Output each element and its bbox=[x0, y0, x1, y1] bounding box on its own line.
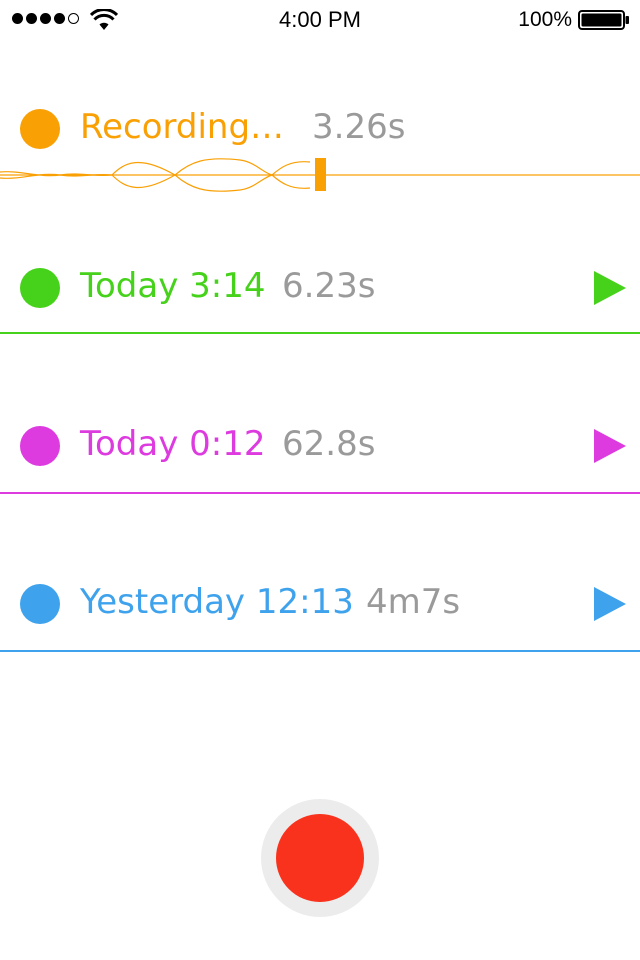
recording-title: Today 3:14 bbox=[80, 266, 266, 306]
status-time: 4:00 PM bbox=[279, 7, 361, 32]
recording-color-dot bbox=[20, 584, 60, 624]
recording-duration: 6.23s bbox=[282, 266, 376, 306]
recording-title: Yesterday 12:13 bbox=[80, 582, 354, 622]
recording-title: Today 0:12 bbox=[80, 424, 266, 464]
row-divider bbox=[0, 650, 640, 652]
recording-row[interactable]: Yesterday 12:13 4m7s bbox=[0, 574, 640, 652]
play-icon[interactable] bbox=[594, 429, 626, 463]
recording-status-label: Recording… bbox=[80, 107, 285, 147]
recording-duration: 62.8s bbox=[282, 424, 376, 464]
recording-indicator-dot bbox=[20, 109, 60, 149]
recording-color-dot bbox=[20, 426, 60, 466]
play-icon[interactable] bbox=[594, 271, 626, 305]
play-icon[interactable] bbox=[594, 587, 626, 621]
recording-waveform bbox=[0, 158, 640, 192]
recording-duration: 4m7s bbox=[366, 582, 461, 622]
record-button[interactable] bbox=[261, 799, 379, 917]
row-divider bbox=[0, 492, 640, 494]
signal-strength-icon bbox=[12, 13, 79, 24]
wifi-icon bbox=[90, 9, 118, 30]
row-divider bbox=[0, 332, 640, 334]
record-icon bbox=[276, 814, 364, 902]
playhead-marker bbox=[315, 158, 326, 191]
status-bar: 4:00 PM 100% bbox=[0, 0, 640, 40]
battery-percentage: 100% bbox=[518, 8, 572, 31]
recording-color-dot bbox=[20, 268, 60, 308]
recording-elapsed-duration: 3.26s bbox=[312, 107, 406, 147]
recording-row[interactable]: Today 3:14 6.23s bbox=[0, 258, 640, 334]
battery-icon bbox=[578, 10, 629, 30]
active-recording-row: Recording… 3.26s bbox=[0, 99, 640, 159]
recording-row[interactable]: Today 0:12 62.8s bbox=[0, 416, 640, 494]
